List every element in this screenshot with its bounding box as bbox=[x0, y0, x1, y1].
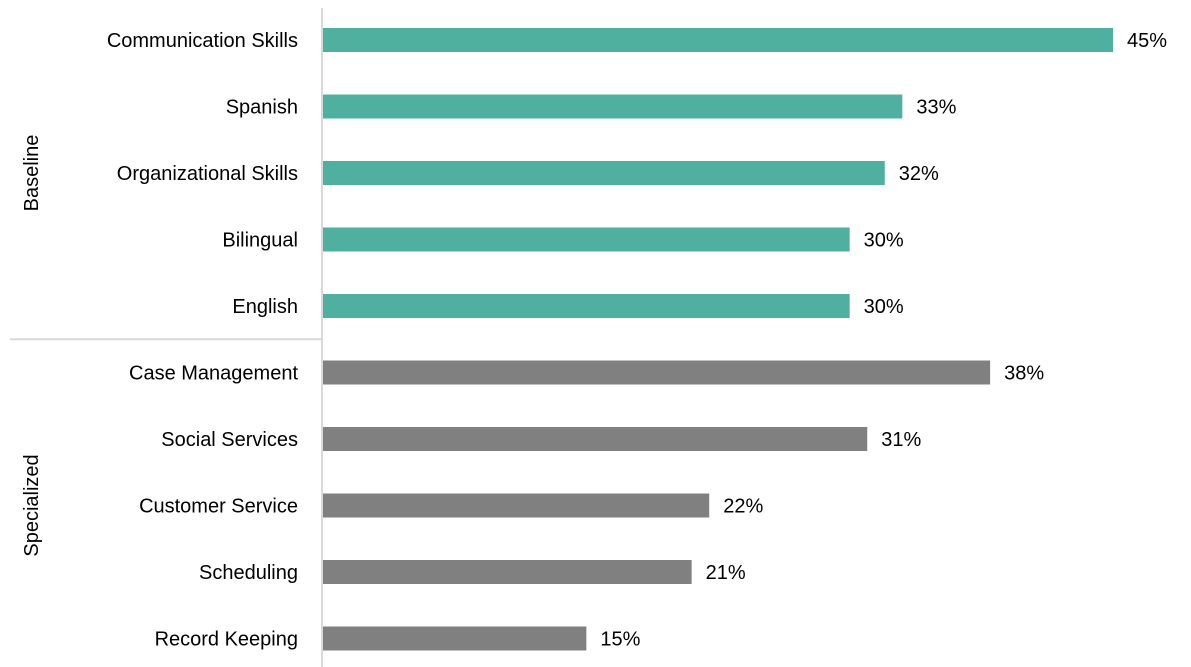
data-label: 33% bbox=[916, 97, 956, 119]
category-label: Record Keeping bbox=[155, 629, 298, 651]
data-label: 32% bbox=[899, 163, 939, 185]
axes bbox=[10, 8, 323, 667]
data-label: 22% bbox=[723, 496, 763, 518]
group-label-baseline: Baseline bbox=[21, 135, 43, 212]
bar-bilingual bbox=[323, 227, 850, 252]
bar-scheduling bbox=[323, 560, 692, 584]
category-label: Spanish bbox=[226, 97, 298, 119]
bar-english bbox=[323, 294, 850, 318]
category-label: Bilingual bbox=[222, 230, 298, 252]
category-label: Customer Service bbox=[139, 496, 298, 518]
category-label: Social Services bbox=[161, 429, 298, 451]
bar-case-management bbox=[323, 360, 991, 385]
bar-communication-skills bbox=[323, 28, 1113, 52]
group-labels: Baseline Specialized bbox=[21, 135, 43, 557]
category-label: English bbox=[232, 296, 298, 318]
data-label: 15% bbox=[600, 629, 640, 651]
bar-organizational-skills bbox=[323, 161, 885, 185]
data-label: 30% bbox=[864, 296, 904, 318]
category-label: Communication Skills bbox=[107, 30, 298, 52]
bar-record-keeping bbox=[323, 626, 587, 651]
data-label: 21% bbox=[706, 562, 746, 584]
bar-spanish bbox=[323, 94, 903, 119]
bar-customer-service bbox=[323, 493, 710, 518]
bars bbox=[323, 28, 1113, 651]
category-label: Scheduling bbox=[199, 562, 298, 584]
data-label: 45% bbox=[1127, 30, 1167, 52]
data-label: 38% bbox=[1004, 363, 1044, 385]
data-label: 30% bbox=[864, 230, 904, 252]
data-label: 31% bbox=[881, 429, 921, 451]
category-label: Organizational Skills bbox=[117, 163, 298, 185]
category-labels: Communication Skills Spanish Organizationa… bbox=[107, 30, 299, 651]
bar-social-services bbox=[323, 427, 868, 451]
value-labels: 45% 33% 32% 30% 30% 38% 31% 22% 21% 15% bbox=[600, 30, 1167, 651]
group-label-specialized: Specialized bbox=[21, 454, 43, 556]
category-label: Case Management bbox=[129, 363, 298, 385]
